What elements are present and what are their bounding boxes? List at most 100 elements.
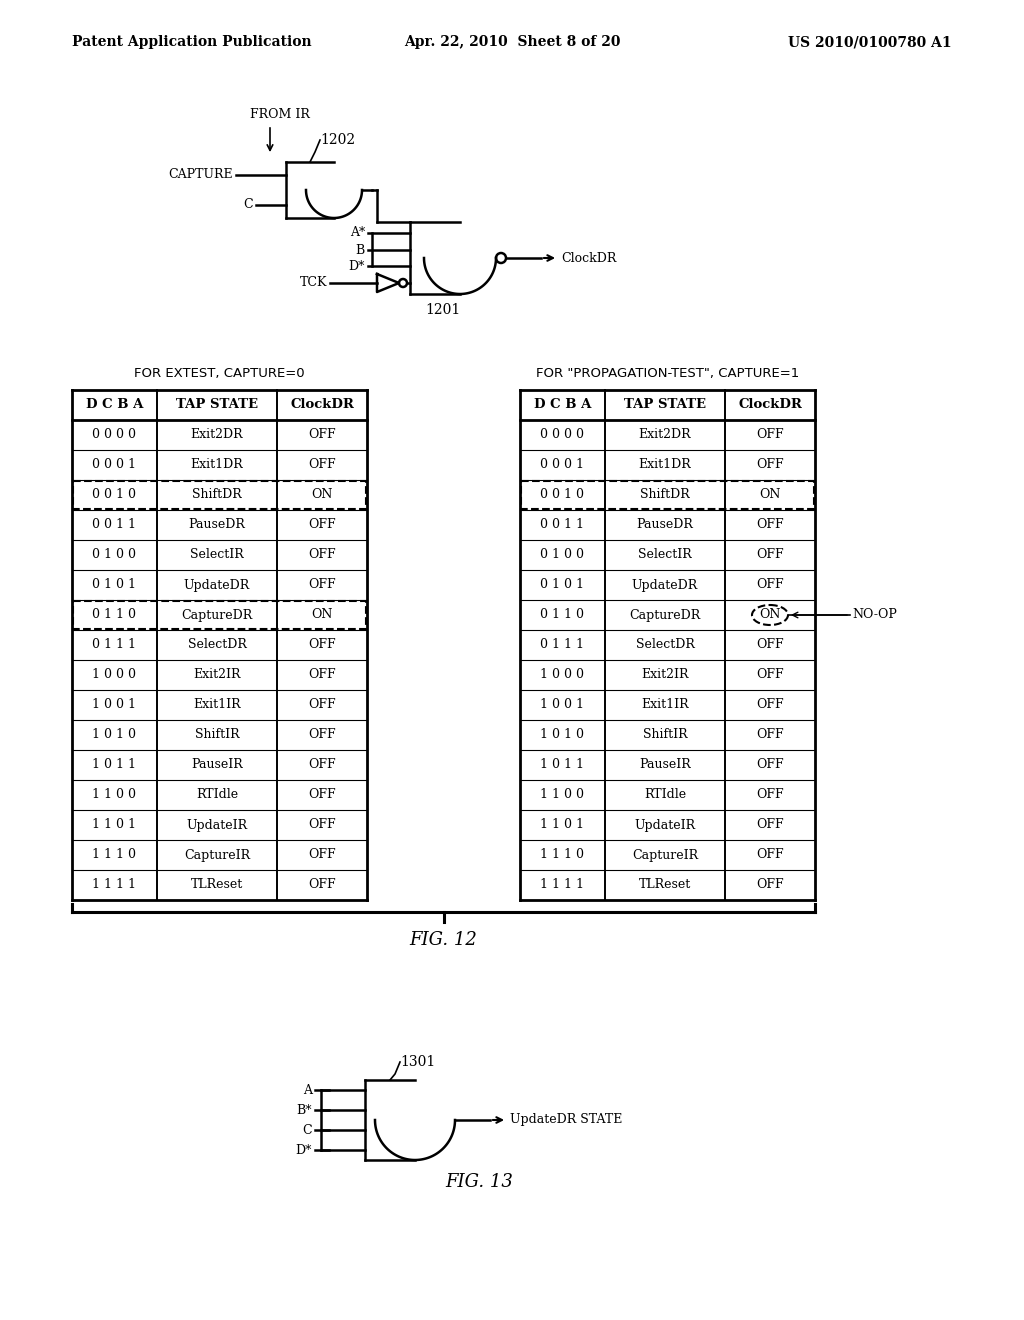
Text: 0 0 1 0: 0 0 1 0 <box>541 488 585 502</box>
Text: RTIdle: RTIdle <box>644 788 686 801</box>
Text: 1 0 0 1: 1 0 0 1 <box>541 698 585 711</box>
Text: UpdateDR STATE: UpdateDR STATE <box>510 1114 623 1126</box>
Text: Exit1DR: Exit1DR <box>190 458 244 471</box>
Text: 1 1 0 0: 1 1 0 0 <box>92 788 136 801</box>
Text: Exit1DR: Exit1DR <box>639 458 691 471</box>
Text: OFF: OFF <box>756 668 783 681</box>
Text: SelectDR: SelectDR <box>187 639 247 652</box>
Text: Exit2DR: Exit2DR <box>639 429 691 441</box>
Text: 0 0 0 1: 0 0 0 1 <box>92 458 136 471</box>
Text: ShiftDR: ShiftDR <box>640 488 690 502</box>
Text: ON: ON <box>311 488 333 502</box>
Text: D*: D* <box>296 1143 312 1156</box>
Text: 0 0 0 0: 0 0 0 0 <box>92 429 136 441</box>
Text: UpdateIR: UpdateIR <box>635 818 695 832</box>
Text: D C B A: D C B A <box>86 399 143 412</box>
Text: C: C <box>244 198 253 211</box>
Text: TLReset: TLReset <box>190 879 243 891</box>
Text: OFF: OFF <box>756 549 783 561</box>
Text: Exit1IR: Exit1IR <box>194 698 241 711</box>
Text: D C B A: D C B A <box>534 399 591 412</box>
Text: 1 0 0 1: 1 0 0 1 <box>92 698 136 711</box>
Text: ON: ON <box>311 609 333 622</box>
Text: OFF: OFF <box>308 549 336 561</box>
Text: ClockDR: ClockDR <box>290 399 354 412</box>
Text: TAP STATE: TAP STATE <box>176 399 258 412</box>
Text: SelectIR: SelectIR <box>190 549 244 561</box>
Text: ShiftIR: ShiftIR <box>643 729 687 742</box>
Text: OFF: OFF <box>756 729 783 742</box>
Text: NO-OP: NO-OP <box>852 609 897 622</box>
Text: OFF: OFF <box>308 879 336 891</box>
Text: 1 1 1 0: 1 1 1 0 <box>92 849 136 862</box>
Text: Exit2DR: Exit2DR <box>190 429 244 441</box>
Text: OFF: OFF <box>308 729 336 742</box>
Text: OFF: OFF <box>756 698 783 711</box>
Text: 1 1 1 0: 1 1 1 0 <box>541 849 585 862</box>
Text: 1 1 1 1: 1 1 1 1 <box>541 879 585 891</box>
Text: B: B <box>355 243 365 256</box>
Text: FIG. 12: FIG. 12 <box>410 931 477 949</box>
Text: 1 0 1 1: 1 0 1 1 <box>541 759 585 771</box>
Text: OFF: OFF <box>756 788 783 801</box>
Text: 1 0 0 0: 1 0 0 0 <box>541 668 585 681</box>
Text: OFF: OFF <box>308 698 336 711</box>
Text: A: A <box>303 1084 312 1097</box>
Text: PauseIR: PauseIR <box>639 759 691 771</box>
Text: US 2010/0100780 A1: US 2010/0100780 A1 <box>788 36 952 49</box>
Text: 0 1 1 1: 0 1 1 1 <box>541 639 585 652</box>
Text: Apr. 22, 2010  Sheet 8 of 20: Apr. 22, 2010 Sheet 8 of 20 <box>403 36 621 49</box>
Text: 1201: 1201 <box>425 304 460 317</box>
Text: 1301: 1301 <box>400 1055 435 1069</box>
Text: CaptureDR: CaptureDR <box>181 609 253 622</box>
Text: OFF: OFF <box>756 458 783 471</box>
Text: ClockDR: ClockDR <box>738 399 802 412</box>
Text: OFF: OFF <box>308 519 336 532</box>
Text: SelectIR: SelectIR <box>638 549 692 561</box>
Text: OFF: OFF <box>756 759 783 771</box>
Text: 0 0 0 1: 0 0 0 1 <box>541 458 585 471</box>
Text: CaptureIR: CaptureIR <box>632 849 698 862</box>
Text: 1 1 0 0: 1 1 0 0 <box>541 788 585 801</box>
Text: CaptureDR: CaptureDR <box>630 609 700 622</box>
Text: FOR EXTEST, CAPTURE=0: FOR EXTEST, CAPTURE=0 <box>134 367 305 380</box>
Text: OFF: OFF <box>308 578 336 591</box>
Text: 1 0 1 0: 1 0 1 0 <box>541 729 585 742</box>
Text: FROM IR: FROM IR <box>250 108 310 121</box>
Text: OFF: OFF <box>308 788 336 801</box>
Text: OFF: OFF <box>308 818 336 832</box>
Text: OFF: OFF <box>756 578 783 591</box>
Text: TLReset: TLReset <box>639 879 691 891</box>
Text: D*: D* <box>348 260 365 272</box>
Text: RTIdle: RTIdle <box>196 788 238 801</box>
Text: 0 1 0 1: 0 1 0 1 <box>541 578 585 591</box>
Text: 1 0 1 0: 1 0 1 0 <box>92 729 136 742</box>
Text: OFF: OFF <box>756 879 783 891</box>
Text: Patent Application Publication: Patent Application Publication <box>72 36 311 49</box>
Text: 1 0 0 0: 1 0 0 0 <box>92 668 136 681</box>
Text: Exit2IR: Exit2IR <box>194 668 241 681</box>
Text: 0 1 1 0: 0 1 1 0 <box>92 609 136 622</box>
Text: ShiftDR: ShiftDR <box>193 488 242 502</box>
Text: TAP STATE: TAP STATE <box>624 399 706 412</box>
Text: 0 1 1 1: 0 1 1 1 <box>92 639 136 652</box>
Text: OFF: OFF <box>756 818 783 832</box>
Text: PauseDR: PauseDR <box>637 519 693 532</box>
Text: 0 0 1 0: 0 0 1 0 <box>92 488 136 502</box>
Text: OFF: OFF <box>308 429 336 441</box>
Text: PauseIR: PauseIR <box>191 759 243 771</box>
Text: OFF: OFF <box>756 429 783 441</box>
Text: 0 1 0 0: 0 1 0 0 <box>92 549 136 561</box>
Text: 1202: 1202 <box>319 133 355 147</box>
Text: OFF: OFF <box>756 849 783 862</box>
Text: PauseDR: PauseDR <box>188 519 246 532</box>
Text: OFF: OFF <box>756 639 783 652</box>
Text: ClockDR: ClockDR <box>561 252 616 264</box>
Text: UpdateDR: UpdateDR <box>632 578 698 591</box>
Text: SelectDR: SelectDR <box>636 639 694 652</box>
Text: CaptureIR: CaptureIR <box>184 849 250 862</box>
Text: 0 1 0 0: 0 1 0 0 <box>541 549 585 561</box>
Text: Exit2IR: Exit2IR <box>641 668 689 681</box>
Text: C: C <box>302 1123 312 1137</box>
Text: B*: B* <box>297 1104 312 1117</box>
